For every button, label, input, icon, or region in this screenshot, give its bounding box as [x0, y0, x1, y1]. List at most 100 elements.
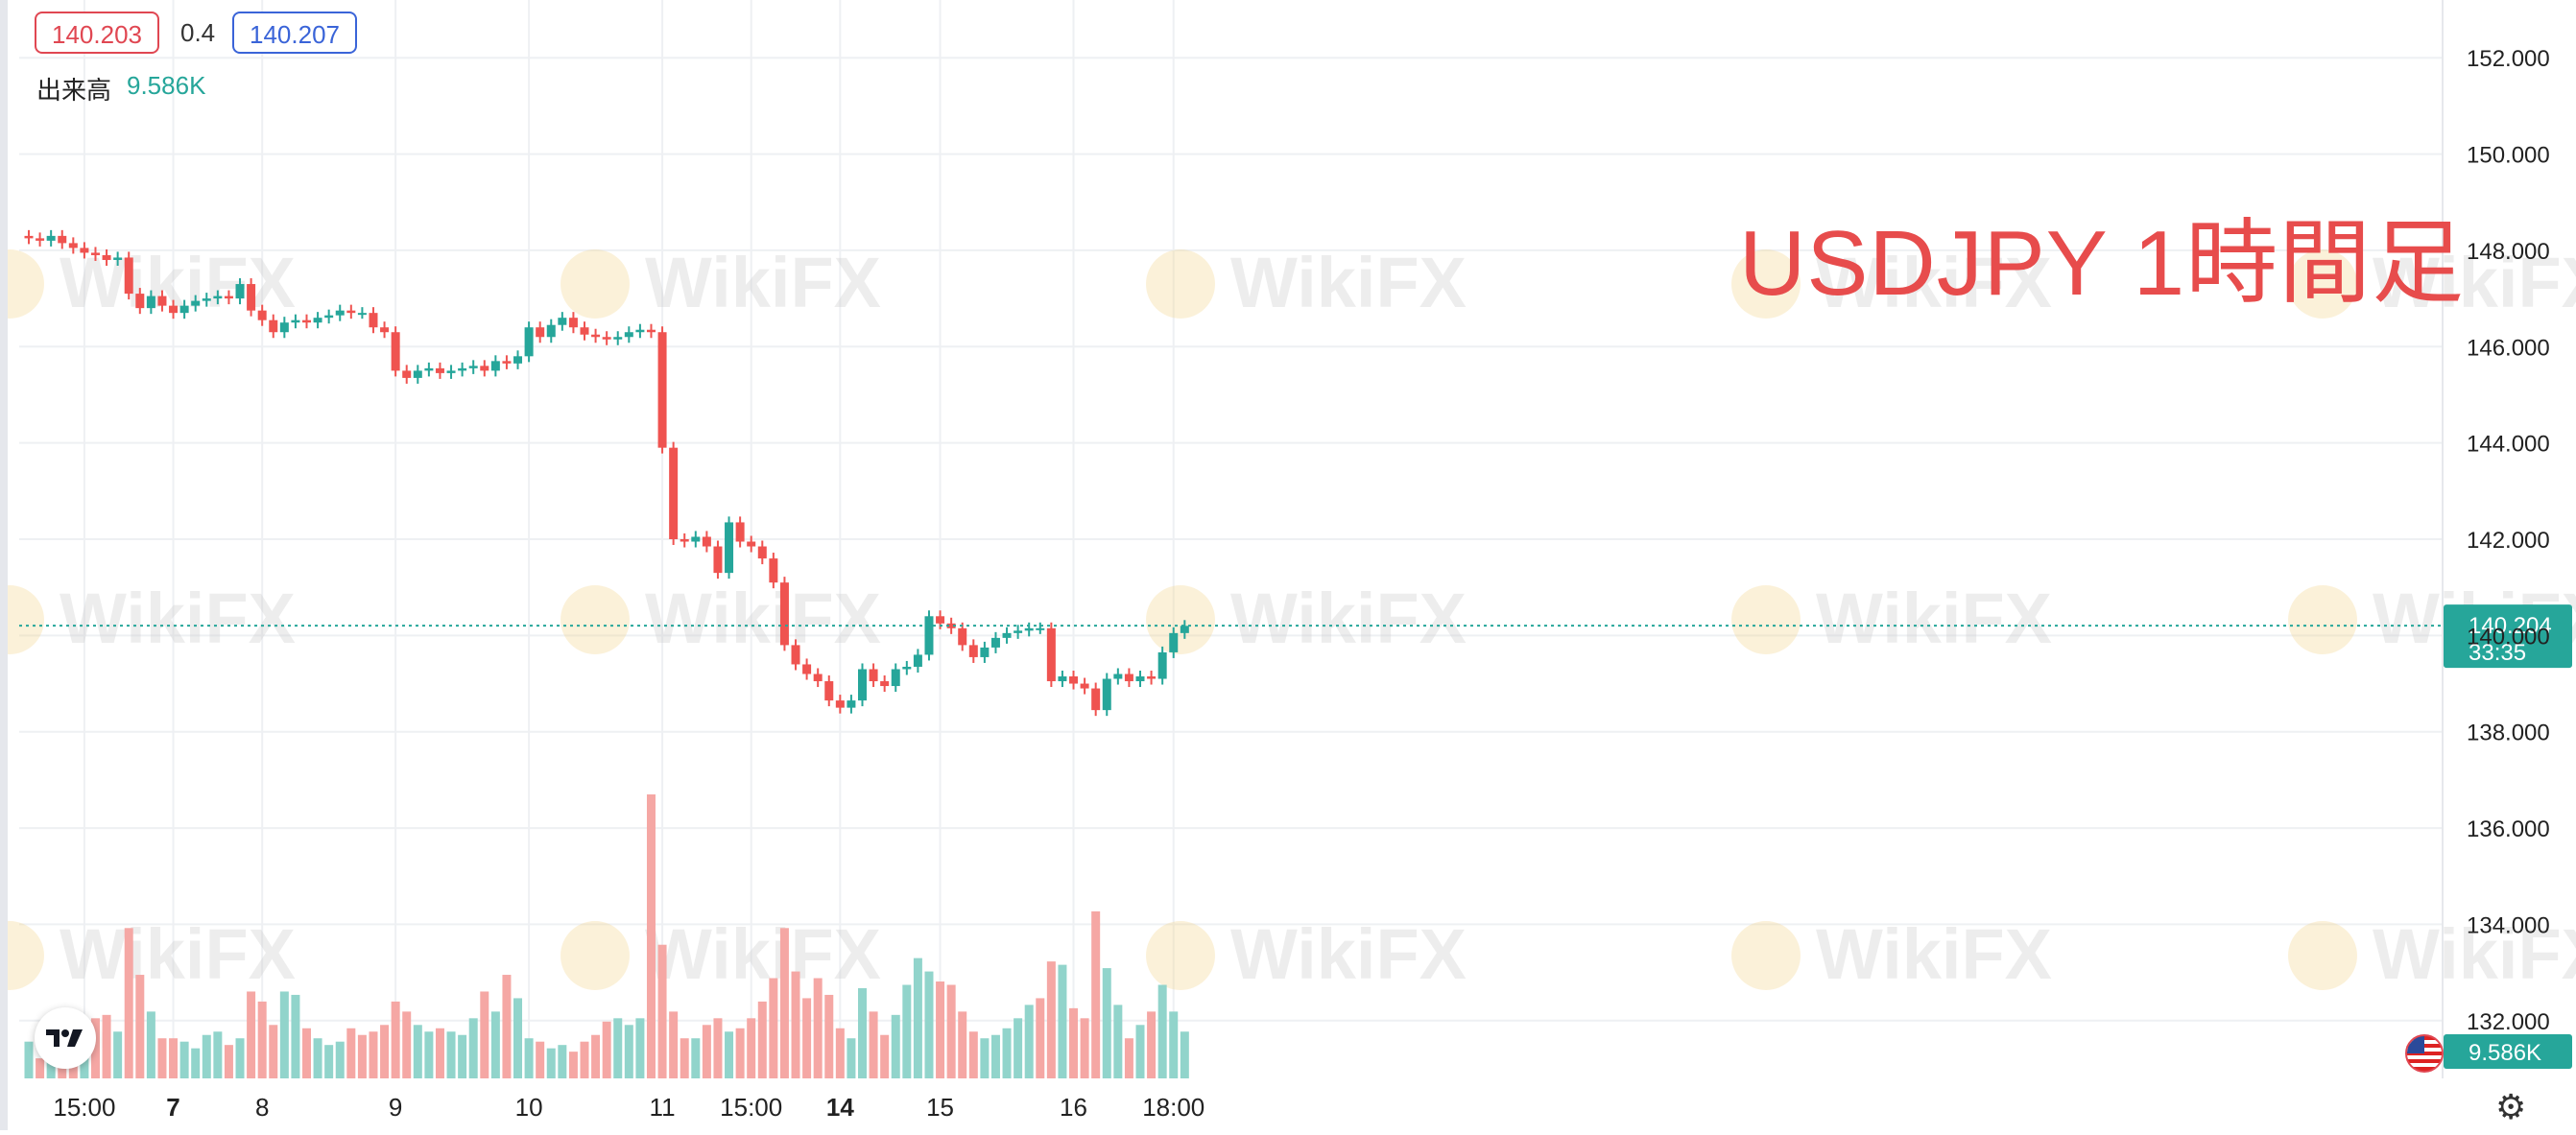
candle-body: [247, 284, 256, 311]
candle-body: [813, 674, 823, 682]
volume-bar: [558, 1045, 567, 1078]
candle: [558, 312, 567, 331]
volume-bar: [958, 1011, 967, 1078]
volume-bar: [580, 1041, 589, 1078]
volume-bar: [591, 1034, 601, 1078]
volume-bar: [646, 794, 656, 1078]
ask-price-box[interactable]: 140.207: [232, 12, 357, 54]
volume-bar: [779, 928, 789, 1078]
candle: [335, 304, 345, 321]
candle-body: [324, 315, 334, 319]
watermark-logo-icon: [2288, 585, 2357, 654]
volume-bar: [247, 991, 256, 1078]
volume-bar: [1135, 1025, 1145, 1078]
candle: [869, 663, 878, 688]
candle: [257, 304, 267, 326]
candle: [958, 622, 967, 651]
watermark: WikiFX: [1731, 914, 2052, 994]
candle: [1046, 622, 1056, 688]
candle: [36, 232, 45, 247]
volume-bar: [391, 1001, 400, 1078]
candle: [424, 362, 434, 377]
candle: [924, 610, 934, 661]
x-tick-label: 15:00: [720, 1093, 782, 1122]
candle: [346, 304, 356, 319]
candle: [402, 365, 412, 384]
volume-bar: [691, 1038, 701, 1078]
candle: [279, 317, 289, 339]
volume-bar: [157, 1038, 167, 1078]
watermark-logo-icon: [561, 585, 630, 654]
gear-icon[interactable]: ⚙: [2495, 1087, 2527, 1126]
volume-bar: [513, 998, 523, 1078]
last-volume-label-bg: [2444, 1034, 2572, 1069]
candle: [124, 251, 133, 300]
candle-body: [613, 337, 623, 340]
volume-bar: [757, 1001, 767, 1078]
volume-bar: [735, 1028, 745, 1078]
candle-body: [602, 337, 611, 340]
volume-bar: [791, 971, 800, 1078]
watermark: WikiFX: [561, 579, 881, 658]
x-axis[interactable]: 15:00 7 8 9 10 11 15:00 14 15 16 18:00: [53, 1093, 1205, 1122]
volume-bar: [435, 1028, 444, 1078]
y-tick-label: 140.000: [2467, 624, 2550, 650]
candle-body: [869, 669, 878, 682]
candle: [747, 535, 756, 553]
volume-bar: [813, 978, 823, 1078]
candle: [902, 660, 912, 675]
volume-bar: [36, 1058, 45, 1078]
candle-body: [1036, 627, 1045, 630]
volume-bar: [1147, 1011, 1157, 1078]
candle-body: [124, 257, 133, 295]
watermark-layer: WikiFX WikiFX WikiFX WikiFX WikiFX WikiFX Wiki…: [0, 243, 2576, 994]
watermark: WikiFX: [0, 914, 296, 994]
volume-bar: [847, 1038, 856, 1078]
volume-bar: [613, 1018, 623, 1078]
candle: [891, 663, 900, 693]
tradingview-logo-icon[interactable]: [35, 1007, 96, 1069]
candle: [202, 293, 211, 307]
candle-body: [391, 332, 400, 371]
watermark: WikiFX: [1146, 243, 1467, 322]
candle-body: [757, 546, 767, 559]
candle-body: [1002, 632, 1012, 638]
watermark-text: WikiFX: [645, 243, 881, 322]
candle: [380, 321, 390, 339]
volume-bar: [1080, 1018, 1089, 1078]
candle: [68, 237, 78, 254]
candle: [502, 355, 512, 369]
volume-bar: [291, 994, 300, 1078]
volume-bar: [458, 1034, 467, 1078]
watermark-logo-icon: [1146, 585, 1215, 654]
candle: [113, 251, 123, 266]
bid-price-box[interactable]: 140.203: [35, 12, 159, 54]
candle: [46, 229, 56, 247]
candle: [1058, 670, 1067, 688]
candle-body: [446, 370, 456, 373]
y-axis[interactable]: 152.000 150.000 148.000 146.000 144.000 142.0…: [2467, 46, 2550, 1035]
volume-bar: [824, 994, 834, 1078]
candle: [169, 299, 179, 319]
candle-body: [858, 669, 867, 701]
candle-body: [269, 319, 278, 333]
candle-body: [369, 313, 378, 328]
candle: [646, 323, 656, 339]
volume-bar: [424, 1031, 434, 1078]
candle-body: [313, 318, 322, 323]
candle-body: [24, 235, 34, 239]
y-tick-label: 150.000: [2467, 143, 2550, 169]
y-tick-label: 146.000: [2467, 335, 2550, 361]
volume-bar: [858, 987, 867, 1078]
candle-body: [291, 319, 300, 323]
candle-body: [157, 296, 167, 306]
y-tick-label: 142.000: [2467, 528, 2550, 554]
candle-body: [58, 235, 67, 244]
volume-bar: [936, 981, 945, 1078]
candle: [602, 331, 611, 345]
candle: [1080, 677, 1089, 695]
candle: [1002, 627, 1012, 644]
candle: [80, 242, 89, 259]
